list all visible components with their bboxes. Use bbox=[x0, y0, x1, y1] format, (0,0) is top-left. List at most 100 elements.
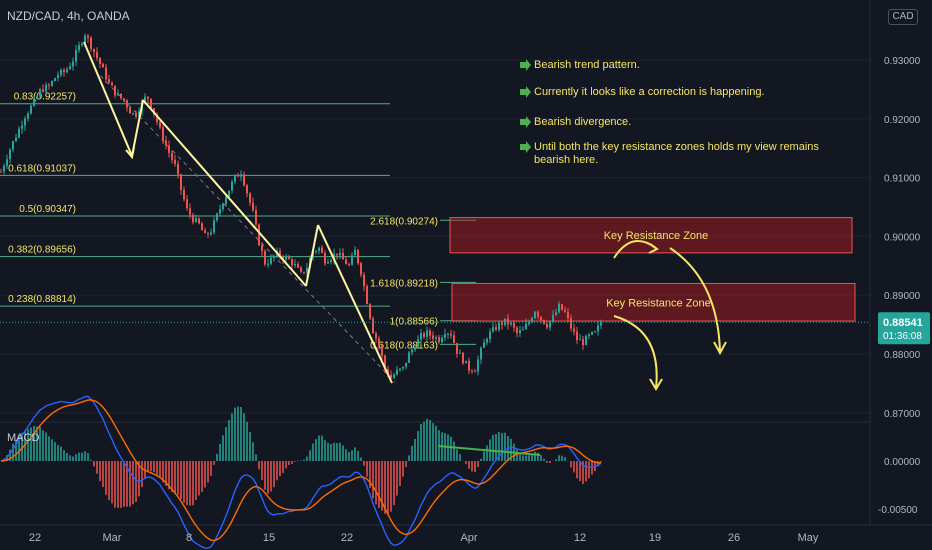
price-tick-label: 0.89000 bbox=[884, 291, 921, 302]
resistance-zone-label: Key Resistance Zone bbox=[604, 230, 709, 242]
candle-body bbox=[321, 247, 323, 253]
time-tick-label: 19 bbox=[649, 532, 661, 544]
candle-body bbox=[486, 338, 488, 343]
time-tick-label: 26 bbox=[728, 532, 740, 544]
candle-body bbox=[138, 111, 140, 117]
candle-body bbox=[372, 318, 374, 334]
candle-body bbox=[111, 82, 113, 86]
candle-body bbox=[30, 105, 32, 114]
symbol-header[interactable]: NZD/CAD, 4h, OANDA bbox=[7, 9, 130, 23]
candle-body bbox=[420, 333, 422, 340]
candle-body bbox=[495, 327, 497, 330]
wave-arrow-down-2 bbox=[142, 99, 307, 287]
candle-body bbox=[333, 253, 335, 260]
candle-body bbox=[525, 324, 527, 330]
candle-body bbox=[453, 335, 455, 343]
price-box-bg bbox=[878, 312, 930, 345]
candle-body bbox=[198, 218, 200, 224]
resistance-zones: Key Resistance Zone Key Resistance Zone bbox=[449, 217, 856, 322]
candle-body bbox=[558, 304, 560, 313]
candle-body bbox=[123, 98, 125, 101]
candle-body bbox=[102, 64, 104, 68]
candle-body bbox=[165, 140, 167, 146]
candle-body bbox=[390, 374, 392, 378]
candle-body bbox=[594, 331, 596, 333]
candle-body bbox=[567, 311, 569, 319]
fib-label: 0.83(0.92257) bbox=[14, 92, 76, 103]
candle-body bbox=[267, 263, 269, 265]
note-text: Bearish divergence. bbox=[534, 116, 631, 128]
candle-body bbox=[99, 57, 101, 65]
candle-body bbox=[468, 360, 470, 371]
currency-button[interactable]: CAD bbox=[888, 9, 918, 25]
candle-body bbox=[132, 113, 134, 115]
candle-body bbox=[465, 360, 467, 364]
candle-body bbox=[498, 322, 500, 330]
candle-body bbox=[0, 171, 2, 173]
candles bbox=[0, 33, 602, 379]
candle-body bbox=[33, 98, 35, 106]
candle-body bbox=[105, 67, 107, 80]
macd-pane bbox=[0, 395, 602, 549]
macd-tick-label: 0.00000 bbox=[884, 457, 921, 468]
candle-body bbox=[81, 43, 83, 46]
fib-label: 0.382(0.89656) bbox=[8, 245, 76, 256]
candle-body bbox=[207, 233, 209, 235]
macd-tick-label: -0.00500 bbox=[878, 505, 918, 516]
candle-body bbox=[297, 264, 299, 268]
candle-body bbox=[378, 338, 380, 346]
candle-body bbox=[492, 327, 494, 332]
candle-body bbox=[549, 320, 551, 328]
candle-body bbox=[384, 355, 386, 369]
arrowhead bbox=[125, 146, 135, 160]
candle-body bbox=[84, 35, 86, 44]
price-tick-label: 0.87000 bbox=[884, 409, 921, 420]
arrowhead bbox=[648, 243, 659, 254]
drawing-annotations bbox=[83, 41, 727, 391]
candle-body bbox=[150, 98, 152, 109]
candle-body bbox=[3, 165, 5, 172]
time-tick-label: May bbox=[798, 532, 819, 544]
candle-body bbox=[438, 337, 440, 343]
candle-body bbox=[513, 322, 515, 328]
candle-body bbox=[234, 174, 236, 182]
candle-body bbox=[282, 256, 284, 260]
candle-body bbox=[564, 310, 566, 312]
signal-line bbox=[0, 399, 602, 542]
candle-body bbox=[399, 368, 401, 370]
last-price-box: 0.88541 01:36:08 bbox=[878, 312, 930, 345]
candle-body bbox=[78, 45, 80, 51]
candle-body bbox=[129, 107, 131, 114]
candle-body bbox=[204, 230, 206, 234]
candle-body bbox=[405, 362, 407, 367]
note-text: Until both the key resistance zones hold… bbox=[534, 141, 819, 166]
candle-body bbox=[531, 318, 533, 322]
candle-body bbox=[87, 35, 89, 38]
candle-body bbox=[555, 312, 557, 316]
candle-body bbox=[393, 374, 395, 378]
price-tick-label: 0.93000 bbox=[884, 56, 921, 67]
candle-body bbox=[396, 369, 398, 375]
candle-body bbox=[144, 96, 146, 101]
candle-body bbox=[300, 267, 302, 272]
price-axis: 0.93000 0.92000 0.91000 0.90000 0.89000 0.880… bbox=[878, 56, 921, 516]
countdown-label: 01:36:08 bbox=[883, 331, 922, 342]
candle-body bbox=[156, 114, 158, 123]
candle-body bbox=[222, 204, 224, 210]
note-arrow-icon bbox=[520, 116, 531, 128]
candle-body bbox=[69, 66, 71, 70]
time-tick-label: 15 bbox=[263, 532, 275, 544]
divergence-line bbox=[437, 445, 541, 456]
resistance-zone bbox=[449, 217, 853, 254]
last-price-label: 0.88541 bbox=[883, 317, 923, 329]
candle-body bbox=[183, 189, 185, 200]
time-tick-label: 22 bbox=[341, 532, 353, 544]
candle-body bbox=[345, 259, 347, 265]
candle-body bbox=[66, 69, 68, 73]
candle-body bbox=[189, 208, 191, 215]
candle-body bbox=[432, 335, 434, 339]
candle-body bbox=[180, 174, 182, 190]
candle-body bbox=[591, 331, 593, 335]
wave-arrow-down-3 bbox=[317, 224, 393, 384]
